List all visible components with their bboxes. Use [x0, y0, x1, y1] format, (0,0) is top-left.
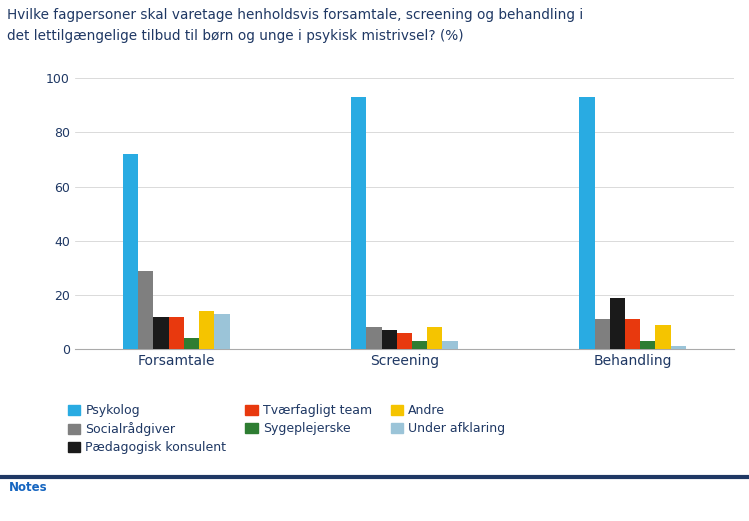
Bar	[154, 317, 169, 349]
Bar	[443, 341, 458, 349]
Bar	[351, 97, 366, 349]
Bar	[580, 97, 595, 349]
Bar	[655, 325, 670, 349]
Text: det lettilgængelige tilbud til børn og unge i psykisk mistrivsel? (%): det lettilgængelige tilbud til børn og u…	[7, 29, 464, 43]
Bar	[366, 327, 382, 349]
Legend: Psykolog, Socialrådgiver, Pædagogisk konsulent, Tværfagligt team, Sygeplejerske,: Psykolog, Socialrådgiver, Pædagogisk kon…	[68, 404, 506, 454]
Bar	[412, 341, 427, 349]
Bar	[610, 297, 625, 349]
Bar	[427, 327, 443, 349]
Bar	[139, 270, 154, 349]
Bar	[214, 314, 229, 349]
Text: Notes: Notes	[9, 481, 48, 494]
Bar	[670, 346, 686, 349]
Bar	[123, 154, 139, 349]
Bar	[184, 338, 199, 349]
Text: Hvilke fagpersoner skal varetage henholdsvis forsamtale, screening og behandling: Hvilke fagpersoner skal varetage henhold…	[7, 8, 583, 22]
Bar	[595, 319, 610, 349]
Bar	[640, 341, 655, 349]
Bar	[169, 317, 184, 349]
Bar	[382, 330, 397, 349]
Bar	[397, 333, 412, 349]
Bar	[625, 319, 640, 349]
Bar	[199, 311, 214, 349]
